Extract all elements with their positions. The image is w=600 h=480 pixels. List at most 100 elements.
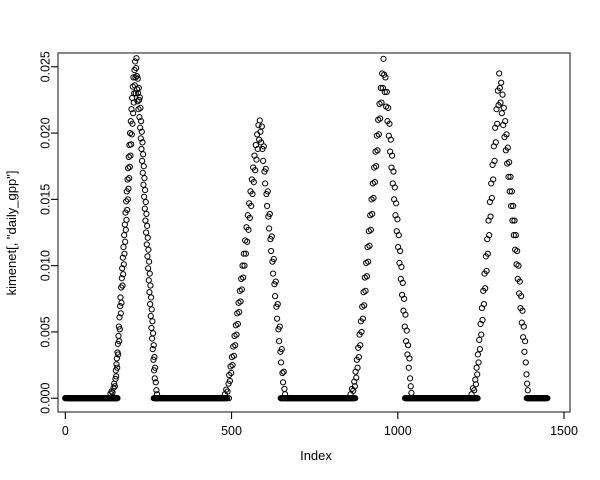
data-point <box>118 275 125 282</box>
data-point <box>394 216 401 223</box>
data-point <box>245 226 252 233</box>
data-point <box>138 145 145 153</box>
data-point <box>122 238 129 245</box>
data-point <box>266 210 273 218</box>
y-axis: 0.000 0.005 0.010 0.015 0.020 0.025 <box>39 51 58 414</box>
data-point <box>119 265 126 272</box>
data-point <box>241 262 248 269</box>
data-point <box>473 395 481 402</box>
data-point <box>123 216 130 224</box>
data-point <box>503 131 510 138</box>
x-tick-label: 1000 <box>384 424 412 438</box>
data-point <box>524 380 531 387</box>
data-point <box>353 374 360 381</box>
data-point <box>358 328 365 336</box>
data-point <box>113 355 120 362</box>
y-tick-label: 0.000 <box>39 383 53 414</box>
data-point <box>128 141 135 148</box>
x-tick-label: 1500 <box>550 424 578 438</box>
y-tick-label: 0.005 <box>39 316 53 347</box>
data-point <box>511 217 518 224</box>
data-point <box>375 131 382 138</box>
data-point <box>280 368 287 375</box>
data-point <box>272 278 279 285</box>
data-point <box>130 110 137 117</box>
data-point <box>153 387 160 394</box>
data-point <box>145 265 152 272</box>
data-point <box>361 302 368 309</box>
data-point <box>514 247 521 255</box>
data-point <box>127 152 134 159</box>
data-point <box>136 96 143 104</box>
data-point <box>488 194 495 202</box>
data-point <box>521 348 528 355</box>
data-point <box>117 310 124 317</box>
data-point <box>149 330 157 337</box>
data-point <box>252 167 259 174</box>
data-point <box>143 210 150 218</box>
data-point <box>260 143 267 150</box>
data-point <box>122 226 129 233</box>
data-point <box>224 388 231 395</box>
data-point <box>233 331 240 338</box>
data-point <box>399 279 406 286</box>
data-point <box>275 338 283 345</box>
data-point <box>120 261 127 268</box>
data-point <box>494 120 501 127</box>
data-point <box>113 373 120 380</box>
data-point <box>371 179 378 186</box>
data-point <box>386 120 393 127</box>
data-point <box>479 316 486 324</box>
data-point <box>266 225 273 232</box>
data-point <box>137 124 144 131</box>
data-point <box>133 55 140 62</box>
y-tick-label: 0.015 <box>39 184 53 215</box>
data-point <box>120 271 127 278</box>
data-point <box>389 152 396 159</box>
data-point <box>144 234 151 241</box>
data-point <box>354 364 361 371</box>
data-point <box>492 139 499 146</box>
data-point <box>129 120 136 127</box>
data-point <box>279 369 286 377</box>
data-point <box>238 286 245 293</box>
data-point <box>130 74 137 81</box>
data-point <box>359 315 366 322</box>
data-point <box>142 217 149 224</box>
data-point <box>274 300 281 308</box>
data-point <box>522 338 529 345</box>
data-point <box>357 342 364 349</box>
data-point <box>369 210 376 218</box>
data-point <box>143 229 150 236</box>
x-axis: 0 500 1000 1500 <box>62 412 578 438</box>
data-point <box>276 323 283 330</box>
data-point <box>139 169 146 176</box>
data-point <box>242 250 249 257</box>
data-point <box>138 128 145 135</box>
data-point <box>377 115 384 122</box>
data-point <box>128 106 135 113</box>
data-point <box>133 65 140 72</box>
data-point <box>141 205 148 212</box>
data-point <box>146 289 153 296</box>
data-point <box>240 274 247 281</box>
data-point <box>146 270 153 277</box>
data-point <box>397 247 404 255</box>
data-point <box>124 176 131 183</box>
data-point <box>279 379 287 386</box>
data-point <box>484 250 491 257</box>
data-point <box>387 136 394 143</box>
data-point <box>146 258 153 265</box>
data-point <box>380 55 387 62</box>
data-point <box>508 202 515 210</box>
data-point <box>476 346 483 353</box>
data-point <box>147 294 155 301</box>
data-point <box>510 232 517 239</box>
data-point <box>147 282 154 289</box>
data-point <box>244 238 251 245</box>
data-point <box>497 99 504 106</box>
data-point <box>381 88 388 96</box>
y-tick-label: 0.010 <box>39 250 53 281</box>
x-axis-label: Index <box>300 448 332 463</box>
data-point <box>502 118 509 125</box>
